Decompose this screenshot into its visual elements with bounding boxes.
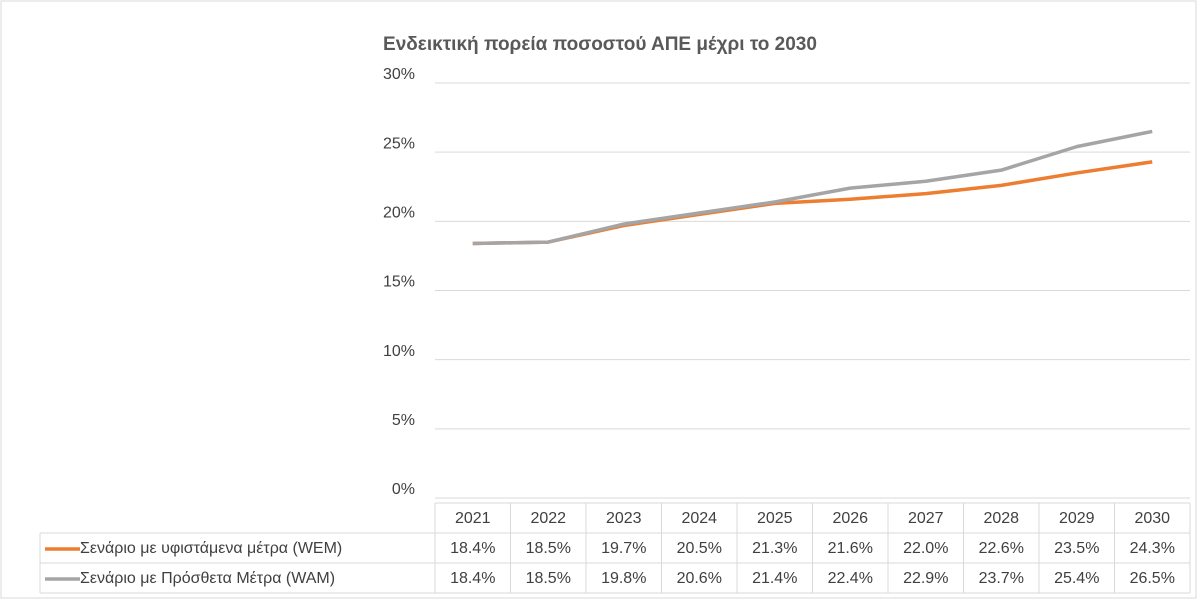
- table-value: 25.4%: [1054, 570, 1099, 587]
- y-tick-label: 20%: [383, 205, 415, 222]
- y-tick-label: 25%: [383, 135, 415, 152]
- x-tick-label: 2022: [530, 510, 566, 527]
- table-value: 20.6%: [677, 570, 722, 587]
- table-value: 18.5%: [526, 570, 571, 587]
- table-value: 21.4%: [752, 570, 797, 587]
- x-tick-label: 2027: [908, 510, 944, 527]
- x-tick-label: 2025: [757, 510, 793, 527]
- x-tick-label: 2021: [455, 510, 491, 527]
- legend-label: Σενάριο με υφιστάμενα μέτρα (WEM): [80, 540, 342, 557]
- x-tick-label: 2030: [1134, 510, 1170, 527]
- legend-label: Σενάριο με Πρόσθετα Μέτρα (WAM): [80, 570, 335, 587]
- y-tick-label: 5%: [392, 412, 415, 429]
- table-value: 18.4%: [450, 570, 495, 587]
- y-tick-label: 30%: [383, 66, 415, 83]
- x-tick-label: 2029: [1059, 510, 1095, 527]
- table-value: 20.5%: [677, 540, 722, 557]
- table-value: 18.4%: [450, 540, 495, 557]
- table-value: 26.5%: [1130, 570, 1175, 587]
- x-tick-label: 2024: [681, 510, 717, 527]
- table-value: 19.8%: [601, 570, 646, 587]
- y-tick-label: 15%: [383, 274, 415, 291]
- table-value: 21.3%: [752, 540, 797, 557]
- x-tick-label: 2023: [606, 510, 642, 527]
- y-tick-label: 10%: [383, 343, 415, 360]
- x-tick-label: 2028: [983, 510, 1019, 527]
- table-value: 22.6%: [979, 540, 1024, 557]
- table-value: 19.7%: [601, 540, 646, 557]
- chart-title: Ενδεικτική πορεία ποσοστού ΑΠΕ μέχρι το …: [383, 34, 817, 55]
- table-value: 22.9%: [903, 570, 948, 587]
- table-value: 22.4%: [828, 570, 873, 587]
- table-value: 23.5%: [1054, 540, 1099, 557]
- table-value: 24.3%: [1130, 540, 1175, 557]
- table-value: 23.7%: [979, 570, 1024, 587]
- table-value: 22.0%: [903, 540, 948, 557]
- y-tick-label: 0%: [392, 481, 415, 498]
- table-value: 18.5%: [526, 540, 571, 557]
- line-series: [472, 129, 1153, 246]
- table-value: 21.6%: [828, 540, 873, 557]
- x-tick-label: 2026: [832, 510, 868, 527]
